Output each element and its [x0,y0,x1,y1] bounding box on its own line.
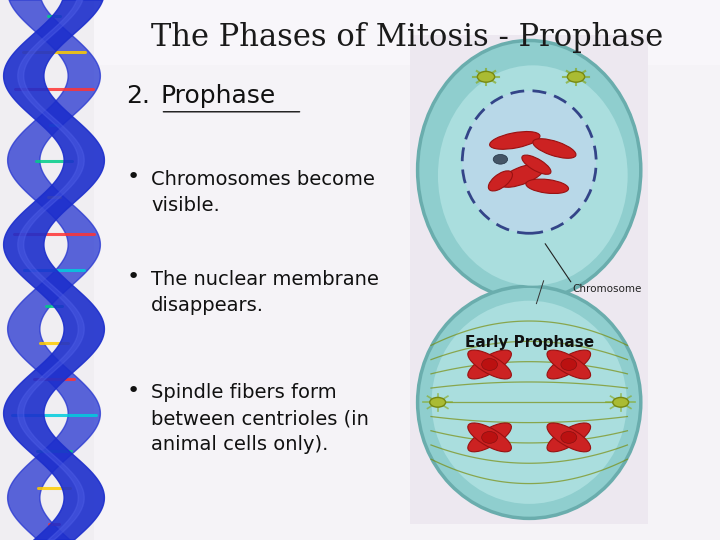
Ellipse shape [526,179,569,193]
Ellipse shape [468,423,511,452]
Ellipse shape [418,40,641,300]
Text: Chromosomes become
visible.: Chromosomes become visible. [151,170,375,215]
Ellipse shape [547,423,590,452]
Text: Prophase: Prophase [161,84,276,107]
Ellipse shape [430,397,446,407]
Ellipse shape [613,397,629,407]
Text: The nuclear membrane
disappears.: The nuclear membrane disappears. [151,270,379,315]
Ellipse shape [468,350,511,379]
Text: •: • [127,267,140,287]
Text: Chromosome: Chromosome [572,284,642,294]
Ellipse shape [462,91,596,233]
Ellipse shape [438,65,628,286]
Ellipse shape [468,350,511,379]
Ellipse shape [490,132,540,149]
Text: Early Prophase: Early Prophase [464,335,594,350]
Ellipse shape [500,164,544,187]
FancyBboxPatch shape [410,281,648,524]
Ellipse shape [547,350,590,379]
Ellipse shape [468,423,511,452]
Text: •: • [127,381,140,401]
Ellipse shape [533,139,576,158]
FancyBboxPatch shape [94,0,720,540]
Ellipse shape [547,423,590,452]
Ellipse shape [482,431,498,443]
Text: Spindle fibers form
between centrioles (in
animal cells only).: Spindle fibers form between centrioles (… [151,383,369,454]
Ellipse shape [547,350,590,379]
Ellipse shape [418,286,641,518]
Text: The Phases of Mitosis - Prophase: The Phases of Mitosis - Prophase [150,22,663,52]
Ellipse shape [561,359,577,370]
FancyBboxPatch shape [94,0,720,65]
Ellipse shape [482,359,498,370]
Ellipse shape [477,71,495,82]
Ellipse shape [522,155,551,174]
Ellipse shape [493,154,508,164]
Ellipse shape [431,301,627,504]
Text: 2.: 2. [126,84,150,107]
Ellipse shape [561,431,577,443]
FancyBboxPatch shape [410,35,648,305]
Text: •: • [127,167,140,187]
Ellipse shape [488,171,513,191]
Ellipse shape [567,71,585,82]
